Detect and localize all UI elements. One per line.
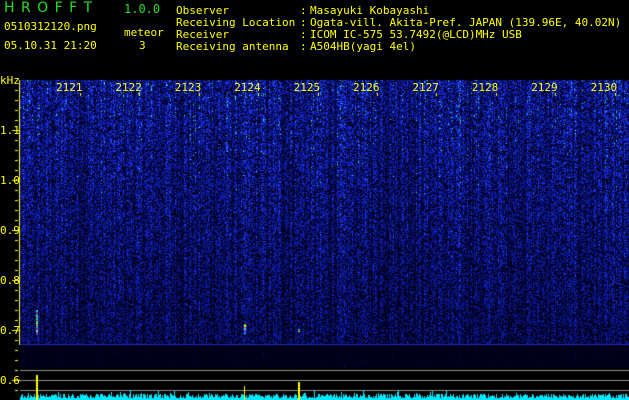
time-tick-label: 2125 bbox=[293, 81, 321, 94]
info-label-location: Receiving Location bbox=[176, 16, 296, 29]
time-tick-label: 2124 bbox=[234, 81, 261, 94]
info-value-location: Ogata-vill. Akita-Pref. JAPAN (139.96E, … bbox=[310, 16, 622, 29]
y-tick-label: 1.0 bbox=[0, 174, 20, 187]
time-tick-label: 2130 bbox=[590, 81, 618, 94]
y-tick-label: 0.8 bbox=[0, 274, 20, 287]
info-label-receiver: Receiver bbox=[176, 28, 229, 41]
info-sep: : bbox=[300, 28, 307, 41]
y-tick-label: 0.6 bbox=[0, 374, 20, 387]
info-sep: : bbox=[300, 16, 307, 29]
time-tick-label: 2128 bbox=[471, 81, 499, 94]
time-tick-label: 2126 bbox=[353, 81, 380, 94]
time-tick-label: 2127 bbox=[412, 81, 439, 94]
datetime: 05.10.31 21:20 bbox=[4, 39, 97, 52]
info-sep: : bbox=[300, 4, 307, 17]
app-title: H R O F F T bbox=[4, 0, 94, 16]
info-sep: : bbox=[300, 40, 307, 53]
info-label-observer: Observer bbox=[176, 4, 229, 17]
info-value-receiver: ICOM IC-575 53.7492(@LCD)MHz USB bbox=[310, 28, 522, 41]
y-tick-label: 1.1 bbox=[0, 124, 20, 137]
y-tick-label: 0.7 bbox=[0, 324, 20, 337]
time-tick-label: 2122 bbox=[115, 81, 142, 94]
time-tick-label: 2121 bbox=[56, 81, 83, 94]
y-tick-label: 0.9 bbox=[0, 224, 20, 237]
y-unit-label: kHz bbox=[0, 74, 20, 87]
info-value-antenna: A504HB(yagi 4el) bbox=[310, 40, 416, 53]
app-version: 1.0.0 bbox=[124, 2, 161, 16]
info-label-antenna: Receiving antenna bbox=[176, 40, 289, 53]
time-tick-label: 2123 bbox=[174, 81, 202, 94]
time-tick-label: 2129 bbox=[531, 81, 558, 94]
meteor-label: meteor bbox=[124, 26, 164, 39]
info-value-observer: Masayuki Kobayashi bbox=[310, 4, 430, 17]
meteor-count: 3 bbox=[139, 39, 146, 52]
filename: 0510312120.png bbox=[4, 20, 97, 33]
